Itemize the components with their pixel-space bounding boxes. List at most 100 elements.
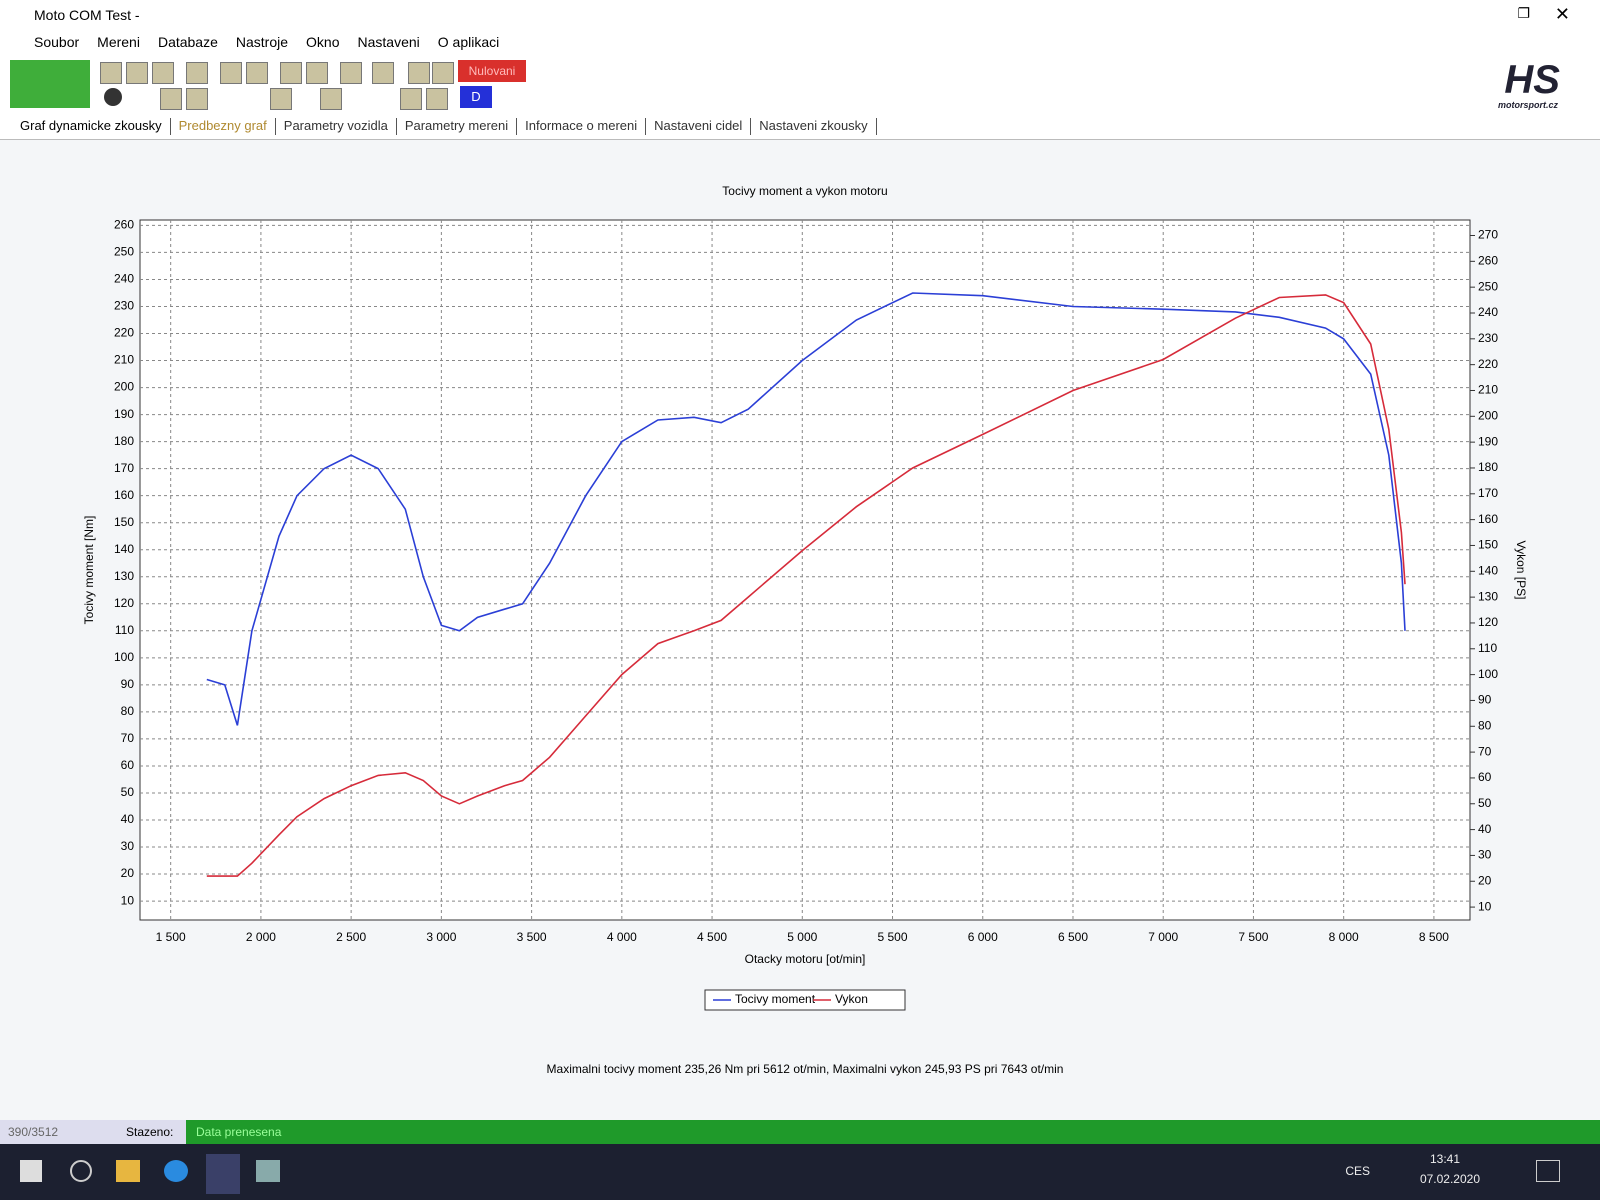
x-tick-label: 1 500 xyxy=(156,930,186,944)
start-menu[interactable] xyxy=(20,1160,42,1182)
chart-title: Tocivy moment a vykon motoru xyxy=(722,184,887,198)
tool-icon[interactable] xyxy=(320,88,342,110)
tool-icon[interactable] xyxy=(152,62,174,84)
tool-icon[interactable] xyxy=(426,88,448,110)
y-tick-label: 230 xyxy=(114,299,134,313)
logo-mark: HS xyxy=(1504,58,1560,102)
x-tick-label: 3 000 xyxy=(426,930,456,944)
y2-tick-label: 170 xyxy=(1478,486,1498,500)
tab[interactable]: Nastaveni zkousky xyxy=(751,118,877,135)
y2-tick-label: 110 xyxy=(1478,641,1497,655)
menu-item[interactable]: O aplikaci xyxy=(437,34,500,50)
y2-tick-label: 200 xyxy=(1478,408,1498,422)
y2-tick-label: 190 xyxy=(1478,434,1498,448)
status-bar: 390/3512 Stazeno: Data prenesena xyxy=(0,1120,1600,1144)
y-tick-label: 140 xyxy=(114,542,134,556)
start-button[interactable] xyxy=(10,60,90,108)
series-line xyxy=(206,294,1406,877)
search-icon[interactable] xyxy=(70,1160,92,1182)
tool-icon[interactable] xyxy=(186,88,208,110)
tab[interactable]: Nastaveni cidel xyxy=(646,118,752,135)
legend-box xyxy=(704,989,906,1011)
y2-tick-label: 130 xyxy=(1478,589,1498,603)
tab[interactable]: Graf dynamicke zkousky xyxy=(12,118,171,135)
restore-button[interactable]: ❐ xyxy=(1517,5,1530,21)
y2-tick-label: 210 xyxy=(1478,383,1498,397)
y-tick-label: 50 xyxy=(121,785,135,799)
y2-tick-label: 40 xyxy=(1478,822,1492,836)
app-icon[interactable] xyxy=(256,1160,280,1182)
taskbar: CES 13:41 07.02.2020 xyxy=(0,1144,1600,1200)
y2-tick-label: 30 xyxy=(1478,848,1492,862)
plot-area xyxy=(139,219,1471,921)
app-icon[interactable] xyxy=(206,1154,240,1194)
menu-item[interactable]: Nastroje xyxy=(235,34,289,50)
tab[interactable]: Parametry vozidla xyxy=(276,118,397,135)
tool-icon[interactable] xyxy=(280,62,302,84)
y-tick-label: 180 xyxy=(114,434,134,448)
tab[interactable]: Parametry mereni xyxy=(397,118,518,135)
y-tick-label: 80 xyxy=(121,704,135,718)
y2-tick-label: 20 xyxy=(1478,873,1492,887)
y2-tick-label: 250 xyxy=(1478,279,1498,293)
menu-item[interactable]: Soubor xyxy=(34,34,80,50)
y-tick-label: 130 xyxy=(114,569,134,583)
tool-icon[interactable] xyxy=(372,62,394,84)
y2-tick-label: 10 xyxy=(1478,899,1492,913)
tool-icon[interactable] xyxy=(160,88,182,110)
reset-button[interactable]: Nulovani xyxy=(458,60,526,82)
y-tick-label: 20 xyxy=(121,866,135,880)
x-axis-label: Otacky motoru [ot/min] xyxy=(745,952,866,966)
menu-item[interactable]: Okno xyxy=(306,34,340,50)
logo-site: motorsport.cz xyxy=(1497,100,1558,110)
tab[interactable]: Predbezny graf xyxy=(171,118,276,135)
explorer-icon[interactable] xyxy=(116,1160,140,1182)
x-tick-label: 8 000 xyxy=(1329,930,1359,944)
mode-button[interactable]: D xyxy=(460,86,492,108)
tool-icon[interactable] xyxy=(100,62,122,84)
menu-item[interactable]: Nastaveni xyxy=(357,34,420,50)
y-tick-label: 40 xyxy=(121,812,135,826)
tool-icon[interactable] xyxy=(126,62,148,84)
y-tick-label: 60 xyxy=(121,758,135,772)
annotation: Maximalni tocivy moment 235,26 Nm pri 56… xyxy=(547,1062,1064,1076)
menu-item[interactable]: Databaze xyxy=(157,34,218,50)
tool-icon[interactable] xyxy=(220,62,242,84)
legend-label: Tocivy moment xyxy=(735,992,816,1006)
tool-icon[interactable] xyxy=(306,62,328,84)
y2-tick-label: 260 xyxy=(1478,254,1498,268)
tool-icon[interactable] xyxy=(340,62,362,84)
close-button[interactable]: ✕ xyxy=(1554,4,1570,24)
tool-icon[interactable] xyxy=(270,88,292,110)
y2-tick-label: 100 xyxy=(1478,667,1498,681)
browser-icon[interactable] xyxy=(164,1160,188,1182)
notifications[interactable] xyxy=(1536,1160,1560,1182)
y-tick-label: 210 xyxy=(114,353,134,367)
record-button[interactable] xyxy=(104,88,122,106)
tool-icon[interactable] xyxy=(246,62,268,84)
tool-icon[interactable] xyxy=(400,88,422,110)
y2-tick-label: 60 xyxy=(1478,770,1492,784)
tool-icon[interactable] xyxy=(432,62,454,84)
tool-icon[interactable] xyxy=(186,62,208,84)
tab[interactable]: Informace o mereni xyxy=(517,118,647,135)
x-tick-label: 6 500 xyxy=(1058,930,1088,944)
y-tick-label: 70 xyxy=(121,731,135,745)
y-tick-label: 150 xyxy=(114,515,134,529)
language[interactable]: CES xyxy=(1345,1164,1370,1178)
y2-tick-label: 150 xyxy=(1478,538,1498,552)
tool-icon[interactable] xyxy=(408,62,430,84)
tab-bar: Graf dynamicke zkousky Predbezny graf Para… xyxy=(0,114,1600,140)
y2-tick-label: 90 xyxy=(1478,693,1492,707)
y-tick-label: 250 xyxy=(114,245,134,259)
menu-item[interactable]: Mereni xyxy=(97,34,140,50)
x-tick-label: 7 500 xyxy=(1238,930,1268,944)
status-count: 390/3512 xyxy=(8,1125,59,1139)
x-tick-label: 4 000 xyxy=(607,930,637,944)
status-progress: Data prenesena xyxy=(186,1120,1600,1144)
y2-tick-label: 270 xyxy=(1478,228,1498,242)
y2-tick-label: 120 xyxy=(1478,615,1498,629)
y2-tick-label: 230 xyxy=(1478,331,1498,345)
window-title: Moto COM Test - xyxy=(34,7,140,23)
